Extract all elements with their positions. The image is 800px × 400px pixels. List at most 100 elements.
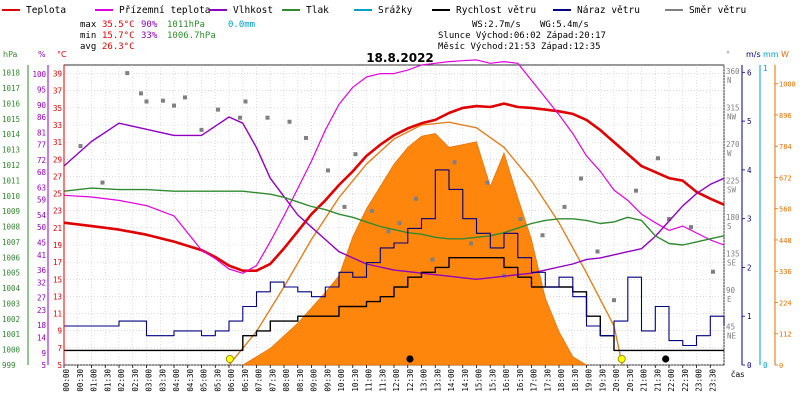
tick-label-celsius: 9 bbox=[57, 327, 62, 336]
tick-label-solar: 672 bbox=[779, 174, 792, 182]
tick-label-direction-name: N bbox=[727, 76, 732, 85]
stat-min-label: min bbox=[80, 31, 96, 41]
wind-direction-point bbox=[304, 135, 308, 140]
tick-label-celsius: 5 bbox=[57, 361, 62, 370]
wind-direction-point bbox=[342, 204, 347, 209]
tick-label-time: 00:30 bbox=[76, 369, 85, 392]
legend: Teplota Přízemní teplota Vlhkost Tlak Sr… bbox=[2, 5, 746, 16]
wind-direction-point bbox=[711, 269, 715, 274]
tick-label-hpa: 1015 bbox=[2, 115, 20, 124]
tick-label-hpa: 1008 bbox=[2, 223, 21, 232]
stat-ws: WS:2.7m/s bbox=[472, 20, 521, 30]
tick-label-celsius: 33 bbox=[53, 121, 62, 130]
tick-label-solar: 336 bbox=[779, 268, 792, 276]
tick-label-time: 05:00 bbox=[200, 369, 209, 392]
wind-direction-point bbox=[199, 127, 204, 132]
stat-avg-temp: 26.3°C bbox=[102, 42, 135, 52]
wind-direction-point bbox=[287, 119, 292, 124]
moonrise-marker bbox=[662, 355, 670, 363]
sunrise-marker bbox=[225, 354, 234, 363]
tick-label-time: 10:30 bbox=[351, 369, 360, 392]
wind-direction-point bbox=[265, 115, 270, 120]
tick-label-time: 18:30 bbox=[571, 369, 580, 392]
stat-avg-label: avg bbox=[80, 42, 96, 52]
axis-titles: hPa % °C ° m/s mm W čas bbox=[3, 50, 789, 379]
tick-label-hpa: 999 bbox=[2, 361, 16, 370]
tick-label-hpa: 1018 bbox=[2, 69, 21, 78]
tick-label-celsius: 21 bbox=[53, 224, 62, 233]
tick-label-solar: 560 bbox=[779, 206, 792, 214]
series-line-naraz-vetru bbox=[64, 169, 725, 347]
axis-title-celsius: °C bbox=[57, 50, 67, 59]
legend-label-vlhkost: Vlhkost bbox=[233, 5, 273, 16]
tick-label-celsius: 31 bbox=[53, 138, 62, 147]
tick-label-direction-name: NE bbox=[727, 332, 737, 341]
tick-label-direction: 135 bbox=[726, 250, 740, 259]
tick-label-wind: 3 bbox=[747, 215, 752, 224]
tick-label-direction: 180 bbox=[726, 213, 740, 222]
legend-label-tlak: Tlak bbox=[306, 5, 329, 16]
wind-direction-point bbox=[485, 180, 490, 185]
wind-direction-point bbox=[216, 107, 220, 112]
tick-label-hpa: 1017 bbox=[2, 84, 20, 93]
axis-title-rain: mm bbox=[763, 50, 779, 59]
tick-label-direction: 225 bbox=[726, 177, 740, 186]
tick-label-time: 04:30 bbox=[186, 369, 195, 392]
tick-label-direction-name: S bbox=[727, 222, 732, 231]
stat-sun: Slunce Východ:06:02 Západ:20:17 bbox=[438, 31, 606, 41]
tick-label-hpa: 1003 bbox=[2, 299, 20, 308]
tick-label-celsius: 39 bbox=[53, 70, 62, 79]
axis-title-wind: m/s bbox=[746, 50, 761, 59]
sun-moon-markers bbox=[225, 354, 670, 363]
tick-label-wind: 2 bbox=[747, 263, 752, 272]
tick-label-celsius: 15 bbox=[53, 275, 62, 284]
tick-label-percent: 23 bbox=[37, 306, 46, 315]
tick-label-time: 20:30 bbox=[626, 369, 635, 392]
tick-label-direction-name: SE bbox=[727, 259, 737, 268]
tick-label-time: 10:00 bbox=[337, 369, 346, 392]
tick-label-celsius: 19 bbox=[53, 241, 62, 250]
wind-direction-point bbox=[144, 99, 149, 104]
solar-radiation-area bbox=[228, 121, 623, 366]
wind-direction-point bbox=[183, 95, 187, 100]
tick-label-percent: 5 bbox=[41, 361, 46, 370]
tick-label-direction: 270 bbox=[726, 140, 740, 149]
wind-direction-point bbox=[243, 99, 248, 104]
tick-label-hpa: 1016 bbox=[2, 99, 21, 108]
series-lines bbox=[63, 59, 725, 352]
tick-label-hpa: 1002 bbox=[2, 315, 20, 324]
wind-direction-point bbox=[326, 168, 330, 173]
tick-label-percent: 63 bbox=[37, 183, 46, 192]
tick-label-solar: 1008 bbox=[779, 81, 796, 89]
tick-label-percent: 9 bbox=[41, 349, 46, 358]
tick-label-time: 16:00 bbox=[502, 369, 511, 392]
tick-label-time: 19:00 bbox=[585, 369, 594, 392]
tick-label-time: 12:00 bbox=[392, 369, 401, 392]
tick-label-hpa: 1005 bbox=[2, 269, 20, 278]
series-line-teplota bbox=[63, 102, 725, 272]
tick-label-percent: 86 bbox=[37, 113, 47, 122]
moonset-marker bbox=[406, 355, 414, 363]
sunset-marker bbox=[617, 354, 626, 363]
legend-label-smer-vetru: Směr větru bbox=[689, 5, 746, 16]
wind-direction-point bbox=[78, 144, 83, 149]
tick-label-time: 17:30 bbox=[543, 369, 552, 392]
series-line-tlak bbox=[63, 187, 725, 246]
tick-label-celsius: 25 bbox=[53, 190, 62, 199]
wind-direction-point bbox=[370, 208, 374, 213]
stat-max-temp: 35.5°C bbox=[102, 20, 135, 30]
axes: 9991000100110021003100410051006100710081… bbox=[2, 64, 796, 392]
tick-label-solar: 896 bbox=[779, 112, 792, 120]
tick-label-percent: 54 bbox=[37, 211, 47, 220]
wind-direction-point bbox=[612, 298, 616, 303]
tick-label-hpa: 1011 bbox=[2, 176, 20, 185]
wind-direction-point bbox=[414, 196, 418, 201]
series-line-vlhkost bbox=[63, 116, 725, 280]
tick-label-hpa: 1000 bbox=[2, 346, 21, 355]
tick-label-solar: 112 bbox=[779, 331, 792, 339]
wind-direction-point bbox=[656, 156, 660, 161]
wind-direction-point bbox=[634, 188, 638, 193]
wind-direction-point bbox=[139, 91, 143, 96]
tick-label-time: 06:00 bbox=[227, 369, 236, 392]
